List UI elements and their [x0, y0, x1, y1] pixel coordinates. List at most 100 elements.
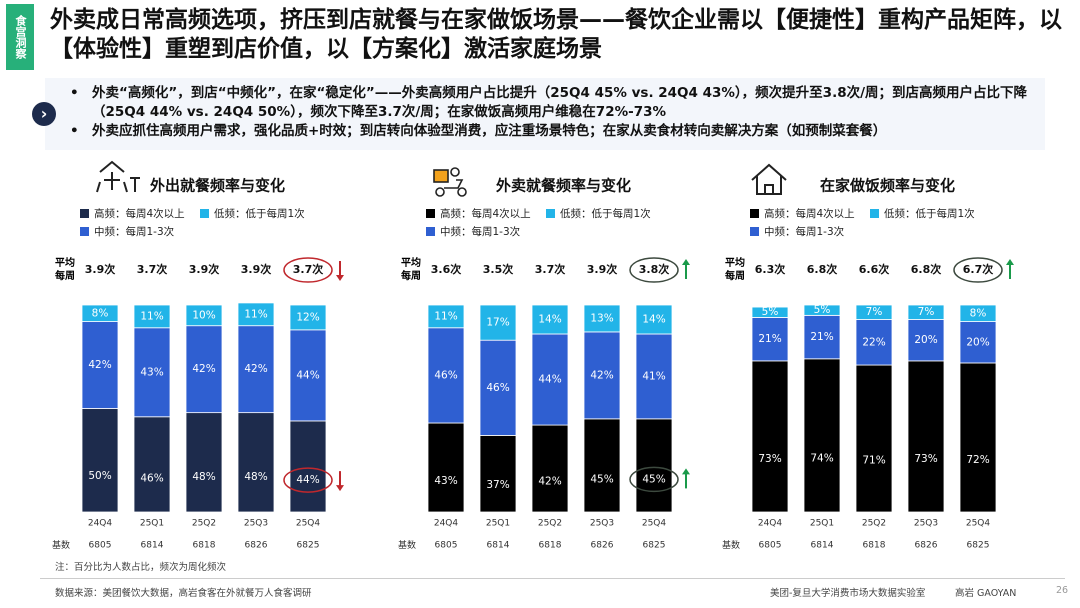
- bar-segment: [531, 333, 569, 426]
- footer-rule: [40, 578, 1065, 579]
- bar-segment: [289, 304, 327, 331]
- legend-swatch: [426, 227, 435, 236]
- trend-arrow-head: [336, 275, 344, 281]
- bar-segment: [427, 422, 465, 513]
- avg-value: 3.9次: [85, 262, 116, 276]
- bar-segment: [185, 325, 223, 414]
- base-value: 6826: [915, 541, 938, 551]
- legend-label: 低频：低于每周1次: [214, 207, 305, 220]
- bar-segment: [803, 314, 841, 360]
- value-label: 43%: [434, 475, 457, 487]
- value-label: 7%: [918, 306, 935, 318]
- value-label: 12%: [296, 311, 319, 323]
- avg-value: 3.6次: [431, 262, 462, 276]
- avg-value: 3.9次: [587, 262, 618, 276]
- bullet-text: 外卖“高频化”，到店“中频化”，在家“稳定化”——外卖高频用户占比提升（25Q4…: [92, 85, 1028, 120]
- value-label: 50%: [88, 470, 111, 482]
- x-tick-label: 25Q3: [590, 519, 614, 529]
- value-label: 8%: [92, 307, 109, 319]
- chart-title: 在家做饭频率与变化: [820, 177, 955, 195]
- value-label: 11%: [434, 310, 457, 322]
- legend-label: 高频：每周4次以上: [94, 207, 185, 220]
- value-label: 10%: [192, 309, 215, 321]
- bar-segment: [133, 416, 171, 513]
- value-label: 21%: [758, 333, 781, 345]
- x-tick-label: 25Q1: [486, 519, 510, 529]
- avg-value: 3.7次: [293, 262, 324, 276]
- x-tick-label: 25Q4: [966, 519, 991, 529]
- bar-segment: [855, 304, 893, 320]
- bar-segment: [237, 325, 275, 414]
- bar-segment: [635, 418, 673, 513]
- base-value: 6814: [141, 541, 164, 551]
- base-label: 基数: [722, 541, 741, 551]
- avg-label: 平均每周: [55, 258, 75, 282]
- bar-segment: [751, 317, 789, 362]
- value-label: 21%: [810, 331, 833, 343]
- legend-label: 低频：低于每周1次: [884, 207, 975, 220]
- value-label: 8%: [970, 307, 987, 319]
- value-label: 43%: [140, 366, 163, 378]
- x-tick-label: 25Q2: [192, 519, 216, 529]
- bar-segment: [289, 329, 327, 422]
- trend-arrow-head: [682, 259, 690, 265]
- base-value: 6805: [89, 541, 112, 551]
- bar-segment: [427, 327, 465, 424]
- value-label: 44%: [538, 374, 561, 386]
- avg-label: 平均每周: [725, 258, 745, 282]
- bar-segment: [959, 362, 997, 513]
- value-label: 41%: [642, 370, 665, 382]
- value-label: 17%: [486, 317, 509, 329]
- value-label: 44%: [296, 474, 319, 486]
- bar-segment: [531, 304, 569, 335]
- base-label: 基数: [398, 541, 417, 551]
- legend-label: 中频：每周1-3次: [94, 225, 175, 238]
- x-tick-label: 24Q4: [434, 519, 459, 529]
- x-tick-label: 25Q2: [862, 519, 886, 529]
- value-label: 7%: [866, 306, 883, 318]
- avg-value: 3.7次: [137, 262, 168, 276]
- bar-segment: [479, 339, 517, 436]
- value-label: 22%: [862, 336, 885, 348]
- legend-swatch: [426, 209, 435, 218]
- bar-segment: [237, 302, 275, 327]
- base-value: 6805: [759, 541, 782, 551]
- value-label: 46%: [140, 473, 163, 485]
- avg-label: 平均每周: [401, 258, 421, 282]
- bullet-box: [45, 78, 1045, 150]
- icon-delivery: [433, 167, 467, 197]
- base-label: 基数: [52, 541, 71, 551]
- x-tick-label: 25Q3: [914, 519, 938, 529]
- trend-arrow-head: [682, 468, 690, 475]
- value-label: 46%: [486, 382, 509, 394]
- legend-swatch: [750, 209, 759, 218]
- chart-title: 外卖就餐频率与变化: [495, 177, 631, 195]
- value-label: 11%: [244, 308, 267, 320]
- bar-segment: [427, 304, 465, 329]
- bar-segment: [81, 321, 119, 409]
- page-number: 26: [1056, 585, 1069, 596]
- value-label: 48%: [192, 471, 215, 483]
- bullet: • 外卖应抓住高频用户需求，强化品质+时效；到店转向体验型消费，应注重场景特色；在…: [70, 123, 887, 139]
- base-value: 6826: [245, 541, 268, 551]
- bar-segment: [479, 304, 517, 341]
- arrow-icon: ›: [32, 102, 56, 126]
- value-label: 45%: [642, 473, 665, 485]
- bar-segment: [185, 304, 223, 327]
- avg-value: 6.8次: [911, 262, 942, 276]
- legend-swatch: [200, 209, 209, 218]
- bar-segment: [907, 304, 945, 320]
- highlight-circle: [953, 257, 1003, 283]
- bar-segment: [531, 424, 569, 513]
- base-value: 6805: [435, 541, 458, 551]
- bar-segment: [751, 360, 789, 513]
- legend-label: 中频：每周1-3次: [440, 225, 521, 238]
- value-label: 48%: [244, 471, 267, 483]
- bar-segment: [751, 306, 789, 318]
- highlight-circle: [629, 466, 679, 493]
- value-label: 20%: [966, 336, 989, 348]
- bullets: • 外卖“高频化”，到店“中频化”，在家“稳定化”——外卖高频用户占比提升（25Q…: [70, 84, 1030, 141]
- avg-value: 3.7次: [535, 262, 566, 276]
- note: 注：百分比为人数占比，频次为周化频次: [55, 562, 227, 573]
